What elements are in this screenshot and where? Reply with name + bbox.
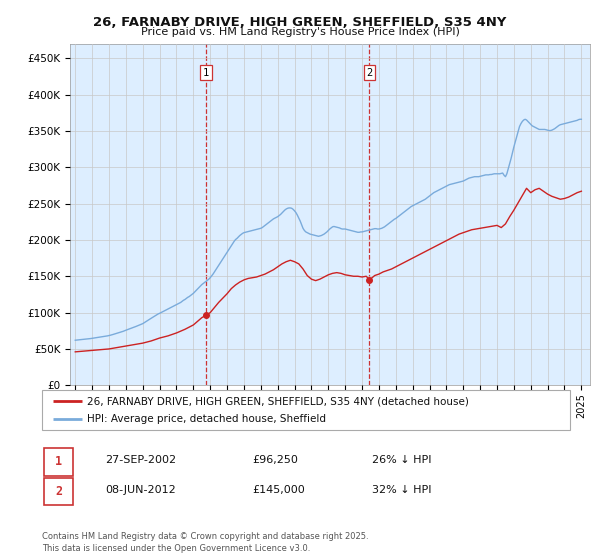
Text: HPI: Average price, detached house, Sheffield: HPI: Average price, detached house, Shef… bbox=[87, 414, 326, 424]
Text: 26% ↓ HPI: 26% ↓ HPI bbox=[372, 455, 431, 465]
Text: £96,250: £96,250 bbox=[252, 455, 298, 465]
Text: £145,000: £145,000 bbox=[252, 485, 305, 495]
Text: 27-SEP-2002: 27-SEP-2002 bbox=[105, 455, 176, 465]
Text: 2: 2 bbox=[367, 68, 373, 78]
Text: 26, FARNABY DRIVE, HIGH GREEN, SHEFFIELD, S35 4NY: 26, FARNABY DRIVE, HIGH GREEN, SHEFFIELD… bbox=[94, 16, 506, 29]
Text: 08-JUN-2012: 08-JUN-2012 bbox=[105, 485, 176, 495]
Text: Price paid vs. HM Land Registry's House Price Index (HPI): Price paid vs. HM Land Registry's House … bbox=[140, 27, 460, 37]
Text: 26, FARNABY DRIVE, HIGH GREEN, SHEFFIELD, S35 4NY (detached house): 26, FARNABY DRIVE, HIGH GREEN, SHEFFIELD… bbox=[87, 396, 469, 406]
Text: 32% ↓ HPI: 32% ↓ HPI bbox=[372, 485, 431, 495]
Text: Contains HM Land Registry data © Crown copyright and database right 2025.
This d: Contains HM Land Registry data © Crown c… bbox=[42, 533, 368, 553]
Text: 1: 1 bbox=[203, 68, 209, 78]
Text: 2: 2 bbox=[55, 485, 62, 498]
Text: 1: 1 bbox=[55, 455, 62, 468]
